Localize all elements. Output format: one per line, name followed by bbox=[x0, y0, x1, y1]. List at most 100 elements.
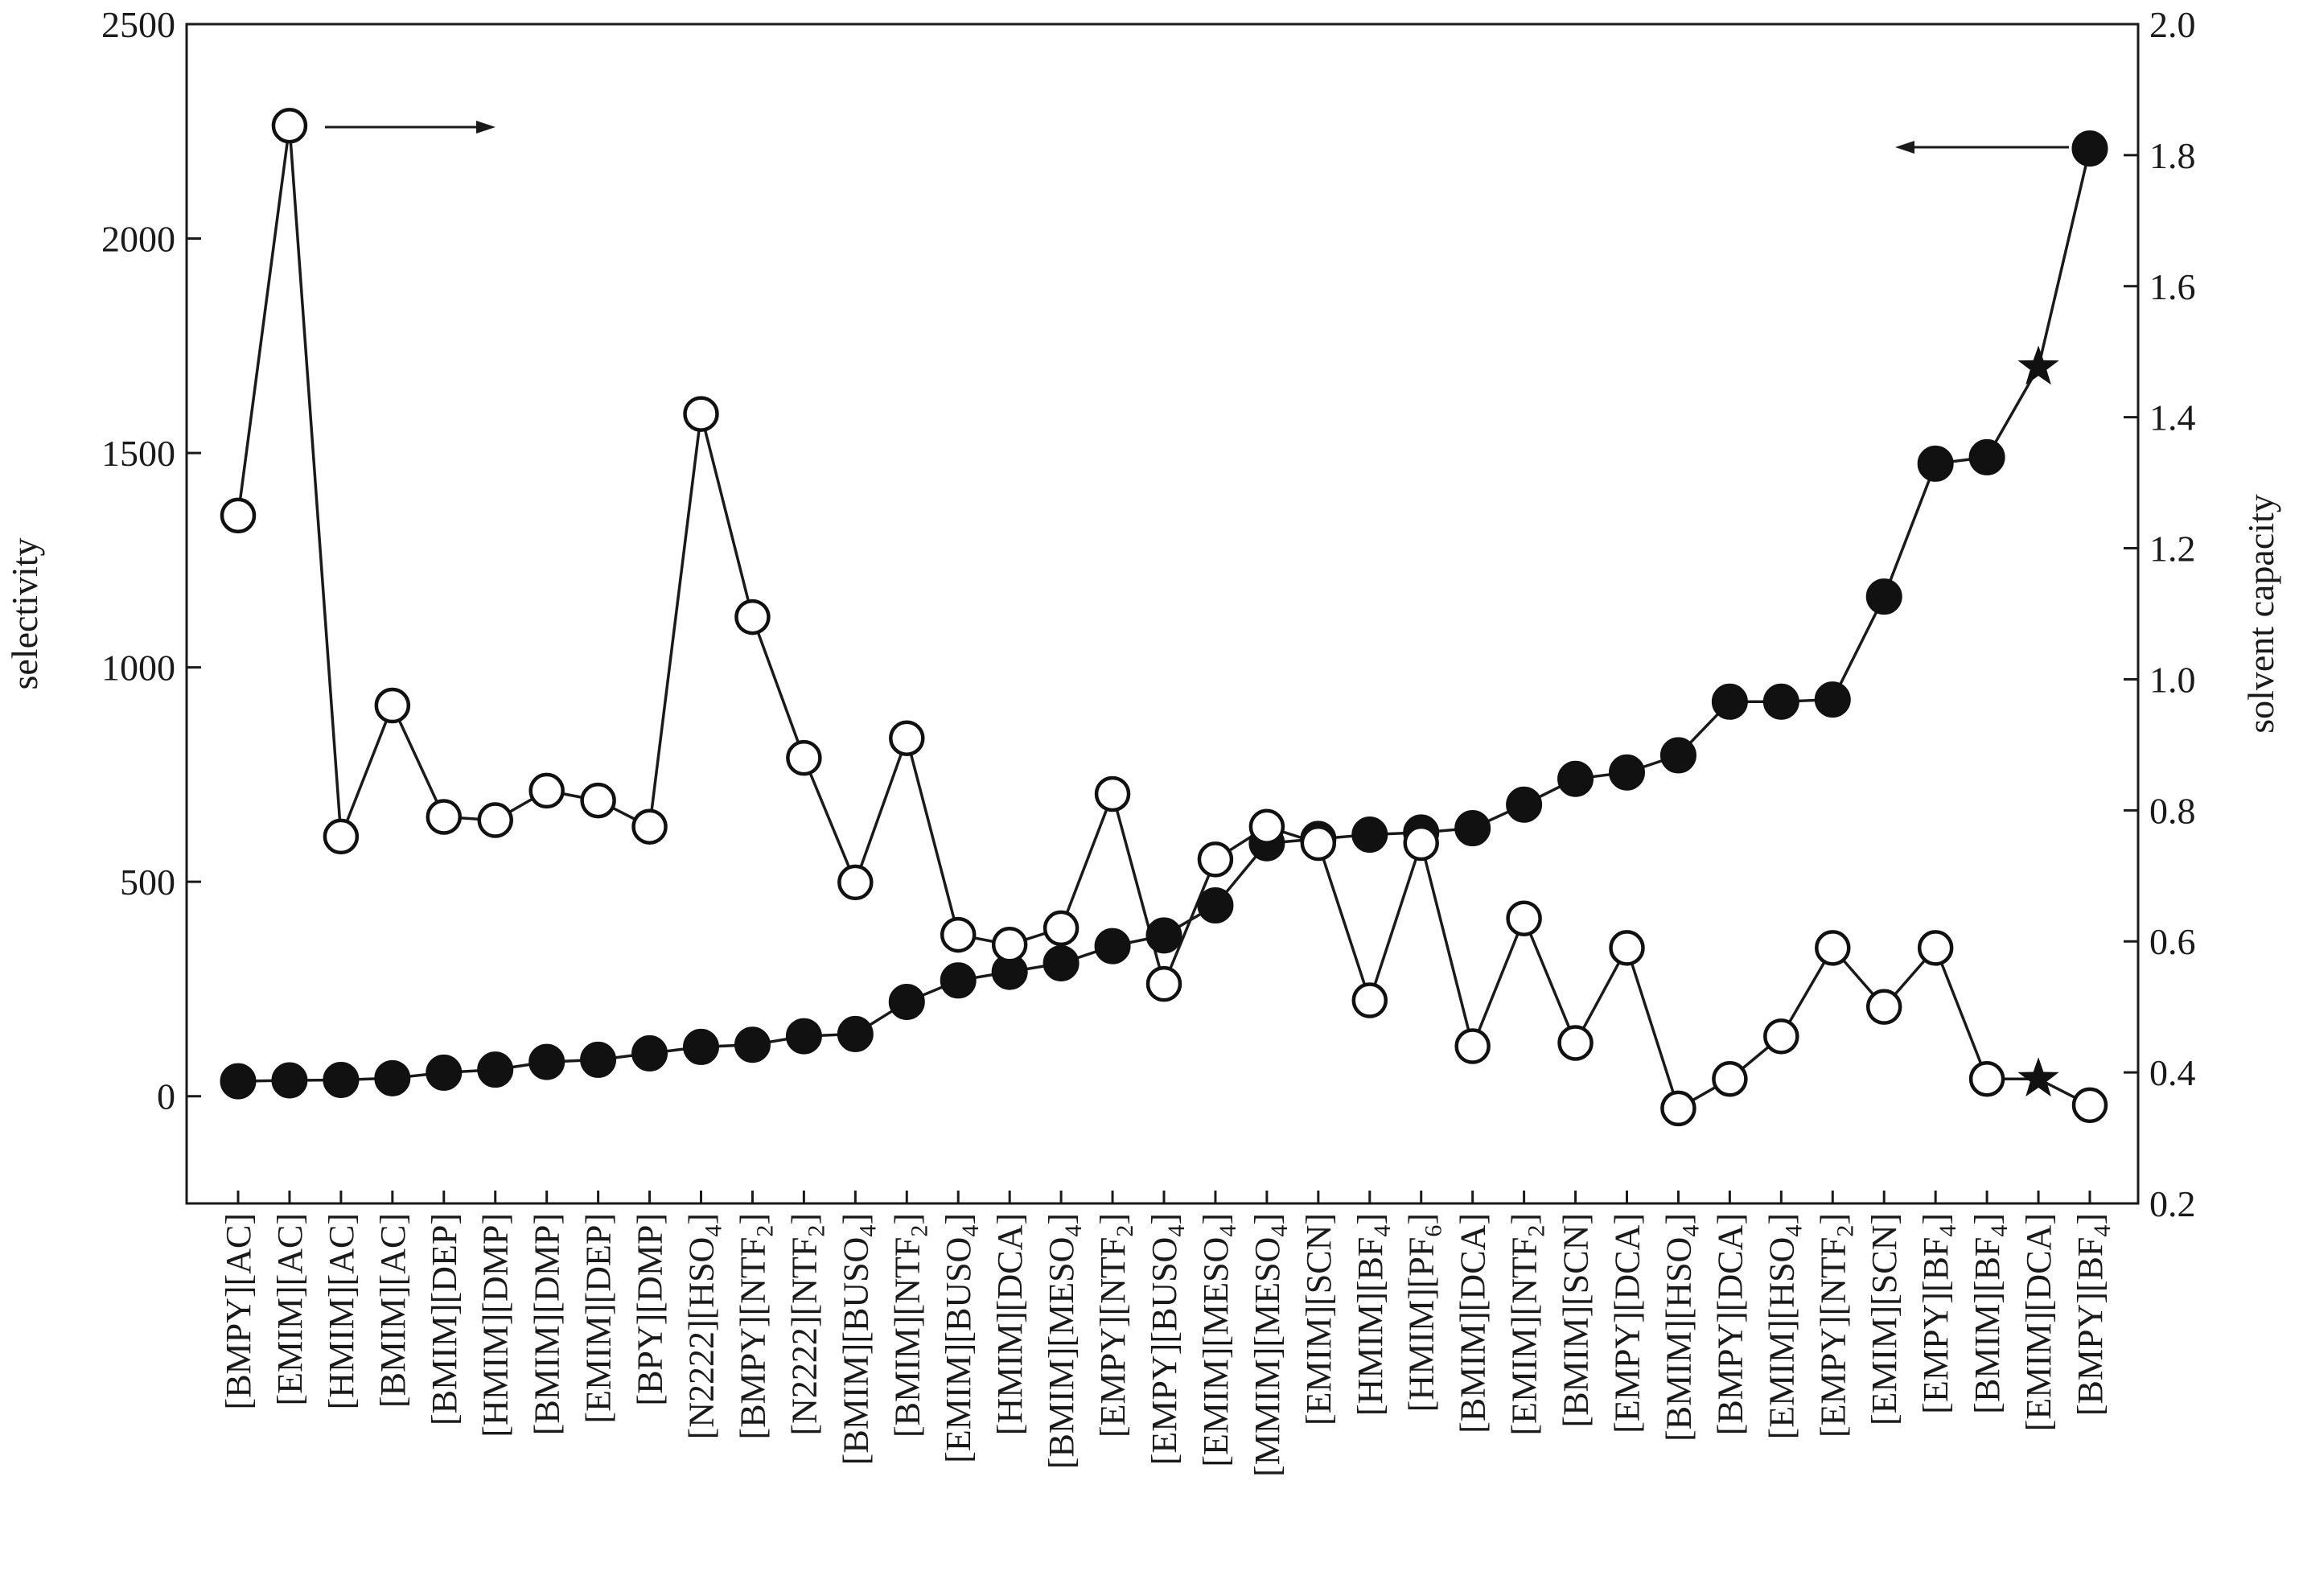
data-point-open bbox=[1712, 1061, 1748, 1097]
data-point-open bbox=[1351, 982, 1388, 1018]
x-tick-label: [EMIM][SCN] bbox=[1299, 1213, 1339, 1425]
data-point-open bbox=[1763, 1018, 1799, 1055]
x-tick-label: [BMIM][DCA] bbox=[1454, 1213, 1493, 1434]
data-point-filled bbox=[1094, 928, 1131, 965]
data-point-filled bbox=[734, 1026, 771, 1063]
right-tick-label: 0.2 bbox=[2149, 1183, 2196, 1224]
data-point-filled bbox=[528, 1043, 565, 1080]
data-point-open bbox=[1043, 910, 1080, 947]
left-tick-label: 2500 bbox=[101, 4, 175, 45]
x-tick-label: [EMPY][NTF2] bbox=[1813, 1213, 1858, 1438]
data-point-open bbox=[889, 720, 925, 756]
data-point-filled bbox=[785, 1018, 822, 1055]
data-point-open bbox=[220, 497, 257, 534]
data-point-filled bbox=[1454, 810, 1491, 847]
right-tick-label: 2.0 bbox=[2149, 4, 2196, 45]
x-tick-label: [BMIM][SCN] bbox=[1557, 1213, 1596, 1427]
data-point-open bbox=[940, 916, 977, 953]
x-tick-label: [EMIM][NTF2] bbox=[1505, 1213, 1550, 1436]
data-point-open bbox=[1248, 808, 1285, 845]
right-tick-label: 0.6 bbox=[2149, 921, 2196, 962]
x-tick-label: [EMPY][BF4] bbox=[1916, 1213, 1961, 1414]
data-point-open bbox=[374, 687, 411, 724]
x-tick-label: [BMPY][DCA] bbox=[1710, 1213, 1750, 1435]
data-point-filled bbox=[323, 1061, 360, 1098]
x-tick-label: [EMIM][MESO4] bbox=[1196, 1213, 1241, 1467]
data-point-open bbox=[580, 782, 616, 819]
data-point-filled bbox=[2071, 130, 2108, 167]
annotations bbox=[325, 121, 2069, 154]
data-point-open bbox=[2071, 1087, 2108, 1124]
data-point-filled bbox=[1557, 760, 1594, 797]
x-tick-label: [BMPY][NTF2] bbox=[733, 1213, 778, 1439]
data-point-filled bbox=[271, 1062, 308, 1099]
x-tick-label: [BPY][DMP] bbox=[631, 1213, 670, 1406]
right-tick-label: 1.0 bbox=[2149, 659, 2196, 700]
data-point-open bbox=[323, 818, 360, 855]
data-point-open bbox=[426, 799, 463, 835]
data-point-open bbox=[683, 396, 719, 432]
data-point-star bbox=[2017, 345, 2059, 385]
left-tick-label: 500 bbox=[120, 862, 175, 903]
x-tick-label: [BMPY][AC] bbox=[219, 1213, 258, 1409]
data-point-open bbox=[477, 802, 513, 838]
x-tick-label: [BMIM][NTF2] bbox=[887, 1213, 932, 1438]
x-tick-label: [N2222][NTF2] bbox=[784, 1213, 829, 1436]
x-tick-label: [EMIM][DCA] bbox=[2019, 1213, 2058, 1431]
data-point-open bbox=[1454, 1028, 1491, 1064]
x-tick-label: [EMIM][AC] bbox=[270, 1213, 310, 1406]
data-point-filled bbox=[1659, 737, 1696, 774]
left-tick-label: 0 bbox=[157, 1076, 175, 1117]
left-tick-label: 1000 bbox=[101, 648, 175, 689]
x-tick-label: [MMIM][MESO4] bbox=[1248, 1213, 1293, 1477]
data-point-open bbox=[1506, 900, 1542, 936]
right-axis-title: solvent capacity bbox=[2240, 494, 2281, 734]
data-point-filled bbox=[374, 1059, 411, 1096]
data-point-filled bbox=[1814, 681, 1851, 718]
series-markers bbox=[220, 107, 2108, 1127]
data-point-open bbox=[1094, 775, 1131, 812]
x-tick-label: [BMIM][BF4] bbox=[1968, 1213, 2013, 1414]
x-tick-label: [BMIM][HSO4] bbox=[1659, 1213, 1704, 1442]
data-point-filled bbox=[580, 1041, 617, 1078]
data-point-open bbox=[786, 739, 822, 776]
plot-border bbox=[185, 23, 2140, 1205]
data-point-filled bbox=[940, 962, 977, 999]
data-point-open bbox=[271, 107, 308, 144]
data-point-open bbox=[734, 598, 771, 636]
data-point-open bbox=[1917, 930, 1954, 966]
arrow-left-head bbox=[1895, 141, 1914, 154]
x-tick-label: [BMIM][BUSO4] bbox=[836, 1213, 881, 1465]
x-tick-label: [EMIM][DEP] bbox=[579, 1213, 619, 1424]
data-point-open bbox=[631, 808, 668, 845]
data-point-filled bbox=[426, 1054, 463, 1091]
data-point-filled bbox=[1351, 817, 1388, 854]
x-tick-label: [HMIM][PF6] bbox=[1402, 1213, 1447, 1412]
x-tick-label: [BMIM][AC] bbox=[373, 1213, 413, 1408]
data-point-filled bbox=[477, 1051, 514, 1088]
x-tick-label: [EMIM][HSO4] bbox=[1762, 1213, 1807, 1439]
right-tick-label: 1.6 bbox=[2149, 266, 2196, 307]
data-point-filled bbox=[1506, 786, 1543, 823]
data-point-filled bbox=[888, 983, 925, 1020]
series-lines bbox=[236, 125, 2091, 1111]
data-point-filled bbox=[1917, 445, 1954, 482]
x-tick-label: [EMIM][SCN] bbox=[1865, 1213, 1904, 1425]
right-tick-label: 1.8 bbox=[2149, 135, 2196, 176]
data-point-open bbox=[991, 927, 1028, 963]
data-point-open bbox=[1815, 930, 1851, 966]
data-point-filled bbox=[1145, 917, 1182, 954]
data-point-open bbox=[837, 864, 874, 901]
x-tick-label: [EMPY][DCA] bbox=[1608, 1213, 1647, 1434]
data-point-filled bbox=[1968, 438, 2005, 475]
x-tick-label: [HMIM][DMP] bbox=[476, 1213, 516, 1438]
data-point-open bbox=[1968, 1061, 2005, 1097]
x-axis: [BMPY][AC] [EMIM][AC] [HMIM][AC] [BMIM][AC]… bbox=[219, 1191, 2116, 1477]
data-point-open bbox=[1660, 1090, 1696, 1127]
data-point-filled bbox=[1609, 754, 1645, 791]
data-point-open bbox=[1300, 825, 1337, 862]
right-tick-label: 1.4 bbox=[2149, 397, 2196, 438]
plot-frame bbox=[185, 23, 2140, 1205]
data-point-filled bbox=[1711, 683, 1748, 720]
data-point-open bbox=[1609, 930, 1645, 966]
